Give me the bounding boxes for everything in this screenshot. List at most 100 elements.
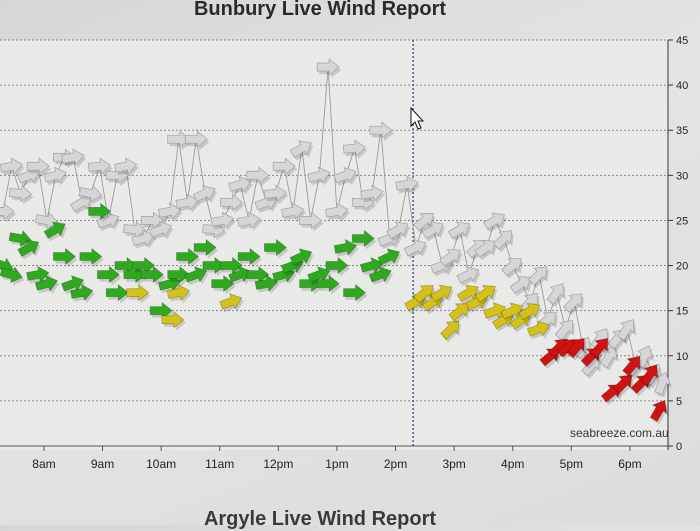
arrow-gust-56[interactable] (482, 208, 509, 233)
arrow-average-19[interactable] (157, 273, 182, 294)
arrow-average-5[interactable] (34, 273, 59, 294)
arrow-gust-35[interactable] (299, 211, 323, 230)
arrow-gust-2[interactable] (8, 184, 33, 203)
arrow-gust-6[interactable] (43, 165, 68, 186)
arrow-gust-42[interactable] (360, 184, 384, 204)
arrow-average-7[interactable] (53, 247, 77, 266)
arrow-gust-32[interactable] (272, 157, 296, 176)
arrow-average-4[interactable] (26, 265, 50, 285)
arrow-gust-48[interactable] (411, 207, 438, 233)
arrow-gust-61[interactable] (526, 261, 553, 288)
arrow-yellow-0[interactable] (126, 283, 150, 302)
arrow-gust-34[interactable] (288, 136, 315, 161)
arrow-yellow-5[interactable] (411, 279, 438, 305)
arrow-average-12[interactable] (97, 265, 121, 284)
arrow-gust-40[interactable] (342, 139, 367, 158)
arrow-average-31[interactable] (264, 238, 288, 257)
arrow-average-9[interactable] (70, 283, 94, 303)
arrow-yellow-17[interactable] (517, 298, 544, 323)
arrow-gust-14[interactable] (113, 157, 138, 177)
arrow-average-3[interactable] (16, 235, 43, 260)
arrow-yellow-1[interactable] (161, 310, 185, 329)
arrow-average-8[interactable] (60, 272, 86, 295)
arrow-average-14[interactable] (114, 256, 138, 275)
arrow-average-22[interactable] (183, 263, 209, 286)
arrow-average-42[interactable] (359, 255, 384, 276)
arrow-gust-17[interactable] (140, 211, 164, 230)
arrow-gust-37[interactable] (316, 58, 340, 76)
arrow-average-23[interactable] (193, 238, 217, 257)
arrow-gust-12[interactable] (95, 209, 121, 232)
arrow-gust-20[interactable] (167, 130, 191, 149)
arrow-average-34[interactable] (288, 245, 315, 269)
arrow-average-1[interactable] (0, 264, 24, 285)
arrow-gust-55[interactable] (473, 235, 500, 261)
arrow-gust-33[interactable] (280, 202, 305, 222)
arrow-gust-4[interactable] (26, 157, 50, 176)
arrow-average-15[interactable] (123, 265, 147, 284)
arrow-gust-5[interactable] (34, 211, 59, 231)
arrow-red-8[interactable] (620, 351, 646, 378)
arrow-average-39[interactable] (333, 238, 358, 258)
arrow-yellow-15[interactable] (499, 299, 526, 323)
arrow-gust-64[interactable] (552, 315, 578, 342)
arrow-gust-10[interactable] (78, 184, 103, 204)
arrow-average-30[interactable] (254, 274, 279, 294)
arrow-gust-22[interactable] (184, 130, 208, 149)
arrow-average-25[interactable] (211, 274, 235, 293)
arrow-yellow-9[interactable] (446, 297, 473, 323)
arrow-average-37[interactable] (316, 274, 340, 293)
arrow-average-13[interactable] (105, 283, 129, 302)
arrow-gust-0[interactable] (0, 202, 15, 221)
arrow-average-10[interactable] (79, 247, 103, 266)
arrow-average-11[interactable] (88, 202, 112, 221)
arrow-gust-26[interactable] (220, 193, 244, 212)
arrow-gust-49[interactable] (420, 217, 447, 242)
arrow-gust-43[interactable] (369, 121, 393, 140)
arrow-red-5[interactable] (587, 333, 613, 360)
arrow-gust-69[interactable] (597, 342, 622, 369)
arrow-gust-29[interactable] (246, 166, 270, 185)
arrow-average-43[interactable] (368, 263, 394, 286)
arrow-gust-8[interactable] (61, 148, 85, 168)
arrow-gust-15[interactable] (123, 220, 147, 239)
arrow-gust-21[interactable] (175, 193, 199, 213)
arrow-average-18[interactable] (149, 301, 173, 320)
arrow-average-26[interactable] (220, 256, 244, 275)
arrow-gust-11[interactable] (87, 157, 112, 176)
arrow-average-17[interactable] (140, 265, 164, 284)
arrow-gust-45[interactable] (385, 217, 412, 242)
arrow-average-20[interactable] (167, 265, 191, 284)
arrow-gust-1[interactable] (0, 157, 24, 177)
arrow-yellow-12[interactable] (473, 280, 500, 306)
arrow-yellow-8[interactable] (438, 315, 465, 342)
arrow-yellow-7[interactable] (429, 280, 456, 305)
arrow-gust-25[interactable] (210, 211, 235, 231)
arrow-gust-46[interactable] (395, 175, 419, 195)
arrow-average-29[interactable] (246, 265, 270, 284)
arrow-red-7[interactable] (611, 369, 638, 396)
arrow-gust-65[interactable] (561, 288, 588, 315)
arrow-average-28[interactable] (237, 247, 261, 266)
arrow-average-38[interactable] (325, 256, 349, 275)
arrow-gust-57[interactable] (490, 225, 517, 252)
arrow-average-6[interactable] (42, 217, 69, 242)
arrow-gust-9[interactable] (69, 190, 96, 215)
arrow-gust-19[interactable] (157, 202, 182, 222)
arrow-average-21[interactable] (176, 247, 200, 266)
arrow-gust-28[interactable] (237, 211, 261, 231)
arrow-yellow-18[interactable] (526, 317, 552, 340)
arrow-red-10[interactable] (638, 360, 664, 387)
arrow-gust-53[interactable] (455, 263, 482, 287)
arrow-average-41[interactable] (351, 229, 375, 248)
arrow-gust-63[interactable] (544, 279, 570, 306)
arrow-gust-23[interactable] (192, 181, 219, 205)
arrow-red-11[interactable] (647, 396, 672, 423)
arrow-yellow-10[interactable] (455, 280, 482, 305)
arrow-gust-16[interactable] (131, 228, 156, 249)
arrow-average-40[interactable] (343, 283, 367, 302)
arrow-gust-18[interactable] (148, 218, 174, 241)
arrow-gust-47[interactable] (403, 236, 430, 260)
arrow-yellow-3[interactable] (218, 290, 244, 313)
